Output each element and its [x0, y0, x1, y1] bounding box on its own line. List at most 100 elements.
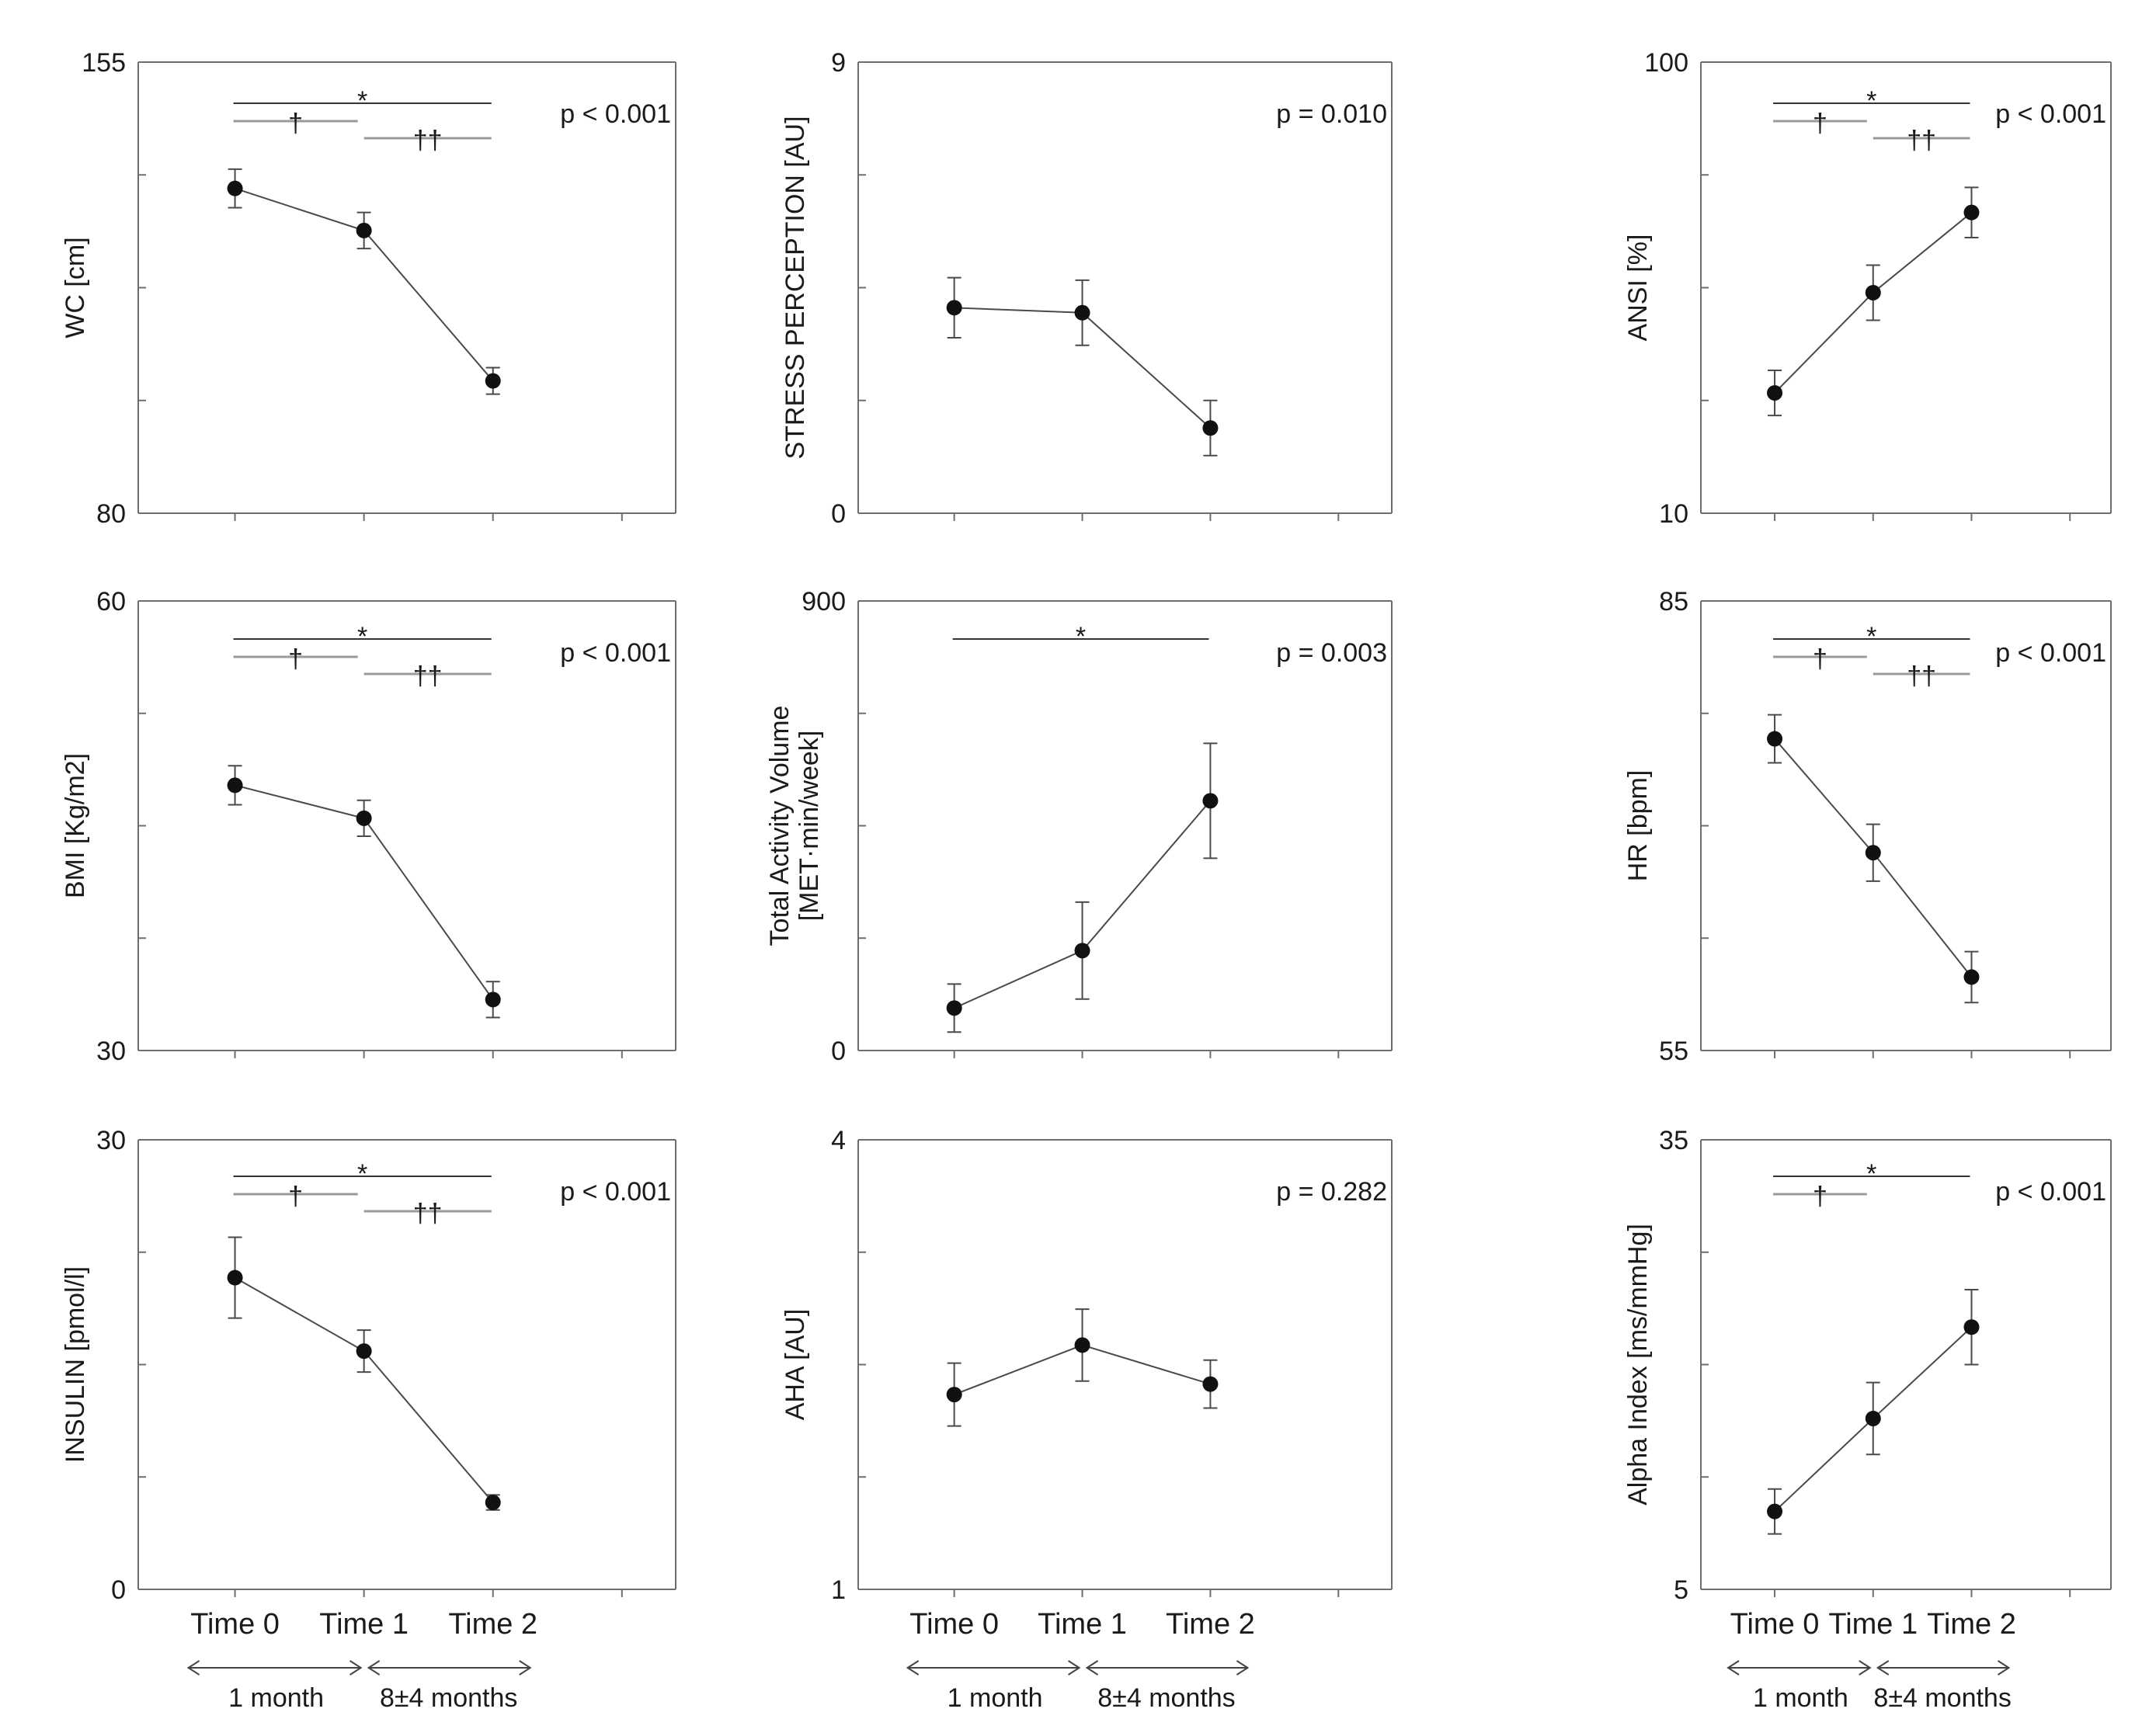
- y-axis-title: Alpha Index [ms/mmHg]: [1623, 1224, 1653, 1506]
- sig-double-dagger: ††: [1907, 662, 1936, 691]
- sig-star: *: [1866, 622, 1876, 651]
- data-point: [1074, 1337, 1090, 1353]
- y-axis-title-line: HR [bpm]: [1623, 770, 1653, 882]
- span-arrow-2: [1876, 1660, 2011, 1676]
- data-point: [1202, 1376, 1219, 1392]
- arrow-head-right: [1997, 1660, 2011, 1676]
- y-axis-title: HR [bpm]: [1623, 770, 1653, 882]
- data-point: [1074, 943, 1090, 959]
- span-label-1: 1 month: [1753, 1683, 1848, 1713]
- arrow-head-right: [519, 1660, 532, 1676]
- span-arrow-2: [1085, 1660, 1250, 1676]
- panel-8: 1 4 AHA [AU] p = 0.282: [781, 1126, 1393, 1605]
- arrow-head-left: [1727, 1660, 1740, 1676]
- sig-double-dagger: ††: [413, 126, 443, 155]
- panel-9: 5 35 Alpha Index [ms/mmHg] * † p < 0.001: [1623, 1126, 2112, 1605]
- data-point: [1963, 969, 1980, 985]
- y-tick-label-max: 35: [1659, 1126, 1688, 1155]
- data-point: [1767, 1503, 1783, 1519]
- y-axis-title: BMI [Kg/m2]: [61, 753, 90, 898]
- sig-star: *: [357, 86, 367, 116]
- sig-star: *: [1866, 86, 1876, 116]
- y-axis-title-line: INSULIN [pmol/l]: [61, 1266, 90, 1463]
- y-tick-label-max: 155: [82, 48, 126, 78]
- span-label-2: 8±4 months: [1097, 1683, 1235, 1713]
- span-arrow-1: [906, 1660, 1081, 1676]
- y-tick-label-min: 30: [96, 1037, 126, 1066]
- sig-dagger: †: [288, 109, 303, 138]
- time-label: Time 2: [1927, 1608, 2016, 1641]
- y-tick-label-min: 10: [1659, 499, 1688, 529]
- time-label: Time 1: [1828, 1608, 1918, 1641]
- sig-dagger: †: [1813, 644, 1827, 674]
- data-point: [1865, 845, 1881, 861]
- time-label: Time 1: [1038, 1608, 1127, 1641]
- sig-double-dagger: ††: [413, 662, 443, 691]
- p-value-label: p < 0.001: [560, 638, 671, 668]
- y-tick-label-max: 100: [1644, 48, 1688, 78]
- data-point: [1202, 420, 1219, 436]
- y-tick-label-min: 55: [1659, 1037, 1688, 1066]
- p-value-label: p < 0.001: [1995, 99, 2106, 129]
- series-line: [235, 1276, 494, 1503]
- y-tick-label-min: 1: [831, 1575, 846, 1605]
- y-axis-title-line: BMI [Kg/m2]: [61, 753, 90, 898]
- span-label-1: 1 month: [948, 1683, 1043, 1713]
- arrow-head-right: [1859, 1660, 1872, 1676]
- data-point: [1963, 1319, 1980, 1335]
- data-point: [1074, 304, 1090, 321]
- y-tick-label-max: 60: [96, 587, 126, 616]
- panel-2: 0 9 STRESS PERCEPTION [AU] p = 0.010: [781, 48, 1393, 529]
- data-point: [1202, 793, 1219, 809]
- time-label: Time 0: [190, 1608, 280, 1641]
- y-tick-label-min: 0: [831, 1037, 846, 1066]
- p-value-label: p = 0.010: [1276, 99, 1387, 129]
- data-point: [485, 373, 501, 389]
- arrow-head-right: [349, 1660, 363, 1676]
- y-tick-label-min: 80: [96, 499, 126, 529]
- p-value-label: p = 0.282: [1276, 1177, 1387, 1207]
- y-axis-title: STRESS PERCEPTION [AU]: [781, 116, 810, 459]
- sig-double-dagger: ††: [413, 1199, 443, 1228]
- arrow-head-left: [1876, 1660, 1890, 1676]
- y-tick-label-min: 0: [111, 1575, 126, 1605]
- time-label: Time 0: [909, 1608, 999, 1641]
- sig-dagger: †: [1813, 1182, 1827, 1211]
- data-point: [227, 1269, 243, 1286]
- sig-dagger: †: [1813, 109, 1827, 138]
- sig-double-dagger: ††: [1907, 126, 1936, 155]
- x-annotations-col-1: Time 0 Time 1 Time 2 1 month 8±4 months: [186, 1608, 537, 1713]
- data-point: [946, 300, 962, 316]
- p-value-label: p < 0.001: [560, 99, 671, 129]
- sig-star: *: [357, 622, 367, 651]
- arrow-head-right: [1236, 1660, 1250, 1676]
- data-point: [1767, 385, 1783, 401]
- y-axis-title: WC [cm]: [61, 237, 90, 338]
- data-point: [356, 1343, 372, 1360]
- data-point: [946, 1000, 962, 1016]
- arrow-head-left: [1085, 1660, 1099, 1676]
- data-point: [227, 777, 243, 794]
- p-value-label: p < 0.001: [1995, 1177, 2106, 1207]
- data-point: [946, 1387, 962, 1403]
- time-label: Time 2: [448, 1608, 537, 1641]
- sig-star: *: [357, 1159, 367, 1189]
- arrow-head-left: [367, 1660, 381, 1676]
- y-tick-label-max: 30: [96, 1126, 126, 1155]
- y-tick-label-max: 4: [831, 1126, 846, 1155]
- y-axis-title: Total Activity Volume[MET·min/week]: [765, 706, 824, 946]
- p-value-label: p < 0.001: [1995, 638, 2106, 668]
- data-point: [1963, 204, 1980, 221]
- arrow-head-right: [1067, 1660, 1081, 1676]
- sig-dagger: †: [288, 1182, 303, 1211]
- data-point: [356, 222, 372, 238]
- y-tick-label-min: 5: [1674, 1575, 1688, 1605]
- arrow-head-left: [906, 1660, 920, 1676]
- y-axis-title: INSULIN [pmol/l]: [61, 1266, 90, 1463]
- time-label: Time 1: [319, 1608, 409, 1641]
